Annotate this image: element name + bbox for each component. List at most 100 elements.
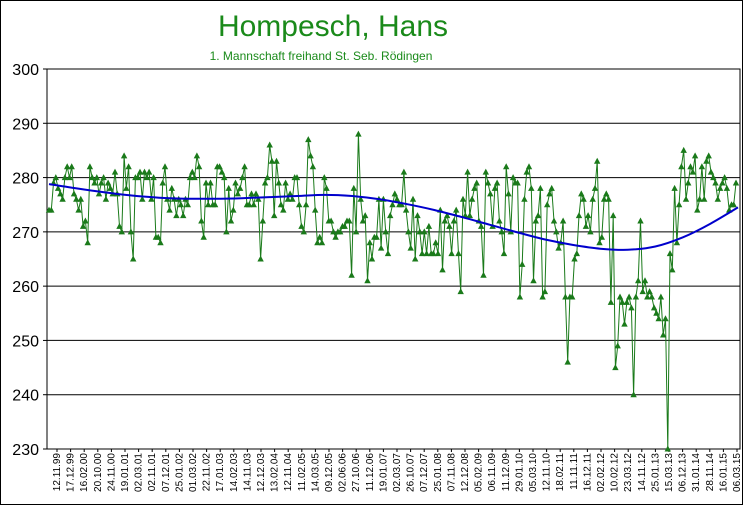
x-tick-label: 27.10.06 [351, 453, 362, 492]
data-point [448, 250, 455, 257]
x-tick-label: 26.10.07 [406, 453, 417, 492]
data-point [635, 277, 642, 284]
data-point [91, 179, 98, 186]
data-point [691, 152, 699, 159]
x-tick-label: 12.11.99 [52, 453, 63, 492]
data-point [484, 179, 492, 186]
data-point [675, 201, 683, 208]
data-point [669, 266, 676, 273]
data-point [127, 228, 135, 235]
data-point [184, 201, 191, 208]
x-tick-label: 13.02.04 [270, 453, 281, 492]
data-point [323, 184, 330, 191]
data-point [616, 293, 624, 300]
data-point [250, 201, 257, 208]
data-point [480, 271, 487, 278]
data-point [412, 255, 419, 262]
x-axis: 12.11.99 17.12.99 16.02.00 20.10.00 24.11.00… [52, 449, 743, 492]
data-point [685, 179, 692, 186]
data-point [64, 163, 71, 170]
data-point [70, 190, 78, 197]
data-point [120, 152, 128, 159]
data-point [528, 184, 535, 191]
x-tick-label: 29.01.10 [514, 453, 525, 492]
data-point [305, 136, 312, 143]
data-point [569, 293, 576, 300]
data-point [655, 315, 662, 322]
x-tick-label: 02.11.01 [147, 453, 158, 492]
data-point [293, 174, 301, 181]
x-tick-label: 14.03.05 [310, 453, 321, 492]
data-point [503, 163, 510, 170]
data-point [730, 201, 737, 208]
chart-subtitle: 1. Mannschaft freihand St. Seb. Rödingen [209, 49, 433, 63]
data-point [439, 266, 446, 273]
data-point [366, 239, 373, 246]
data-point [610, 212, 617, 219]
x-tick-label: 09.12.05 [324, 453, 335, 492]
data-point [644, 293, 651, 300]
data-point [79, 222, 87, 229]
data-point [77, 195, 84, 202]
data-point [236, 184, 244, 191]
data-point [546, 190, 553, 197]
data-point [168, 184, 175, 191]
x-tick-label: 19.01.07 [378, 453, 389, 492]
data-point [703, 157, 710, 164]
data-point [205, 201, 212, 208]
data-point [732, 179, 740, 186]
x-tick-label: 07.11.08 [446, 453, 457, 492]
data-point [632, 293, 640, 300]
x-tick-label: 16.12.11 [582, 453, 593, 492]
data-point [68, 163, 75, 170]
x-tick-label: 25.01.02 [174, 453, 185, 492]
data-point [159, 179, 166, 186]
data-point [89, 174, 96, 181]
data-point [680, 146, 687, 153]
data-point [66, 174, 73, 181]
trend-line [48, 183, 739, 251]
data-point [48, 206, 55, 213]
data-point [389, 201, 396, 208]
data-point [687, 163, 694, 170]
x-tick-label: 02.02.12 [596, 453, 607, 492]
data-point [619, 298, 626, 305]
x-tick-label: 12.12.03 [256, 453, 267, 492]
data-point [357, 195, 364, 202]
data-point [221, 174, 228, 181]
data-point [582, 222, 590, 229]
data-point [177, 201, 185, 208]
data-point [284, 195, 292, 202]
y-tick-label: 300 [12, 62, 39, 79]
data-point [584, 212, 592, 219]
x-tick-label: 25.01.08 [433, 453, 444, 492]
data-point [100, 174, 107, 181]
data-point [348, 271, 355, 278]
data-point [443, 212, 451, 219]
data-point [73, 195, 80, 202]
data-point [405, 228, 412, 235]
data-point [698, 163, 706, 170]
data-point [707, 168, 715, 175]
data-point [603, 190, 610, 197]
data-point [587, 228, 594, 235]
data-point [696, 195, 703, 202]
data-point [514, 179, 521, 186]
data-point [230, 206, 237, 213]
data-point [104, 179, 112, 186]
data-point [309, 163, 317, 170]
data-point [671, 184, 678, 191]
data-point [716, 184, 724, 191]
data-point [52, 174, 59, 181]
data-point [723, 184, 731, 191]
data-point [145, 168, 153, 175]
x-tick-label: 15.03.13 [664, 453, 675, 492]
data-point [198, 217, 205, 224]
data-point [471, 184, 478, 191]
data-point [573, 250, 580, 257]
data-point [98, 179, 105, 186]
data-point [261, 179, 269, 186]
data-point [482, 168, 489, 175]
data-point [637, 217, 644, 224]
data-point [173, 212, 180, 219]
